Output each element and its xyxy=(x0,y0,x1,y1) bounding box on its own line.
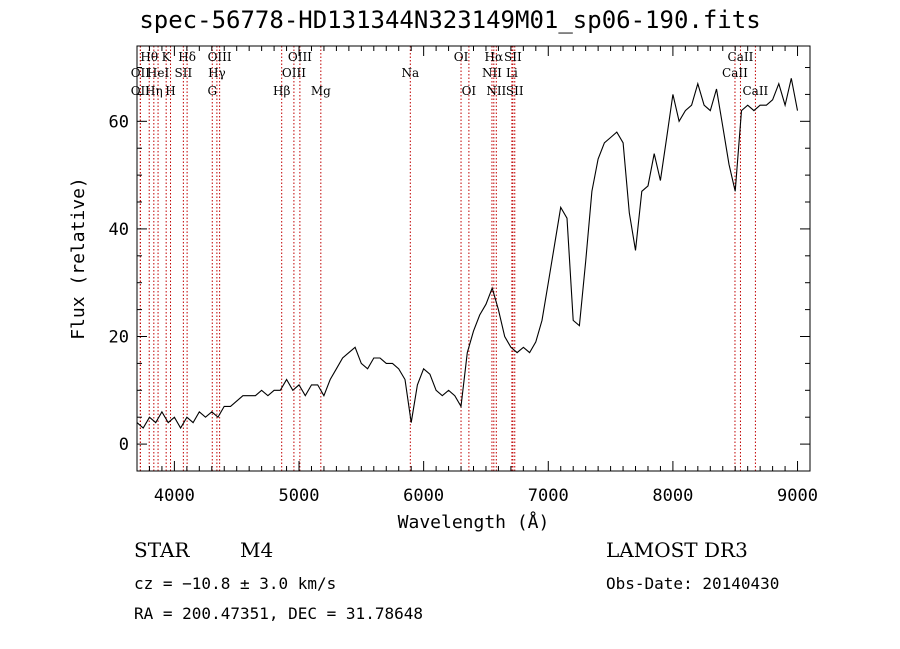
x-tick-label: 4000 xyxy=(154,486,195,506)
line-label: G xyxy=(207,84,217,98)
x-axis-label: Wavelength (Å) xyxy=(398,511,550,533)
coordinates: RA = 200.47351, DEC = 31.78648 xyxy=(134,604,423,623)
line-label: CaII xyxy=(728,50,754,64)
y-tick-label: 20 xyxy=(109,328,129,348)
line-labels: HθHηOIIOIIHeIKHSIIHδGHγOIIIHβOIIIOIIIMgN… xyxy=(131,50,769,98)
line-label: OII xyxy=(131,66,151,80)
line-label: CaII xyxy=(722,66,748,80)
line-label: Hα xyxy=(485,50,504,64)
line-label: OIII xyxy=(208,50,232,64)
line-label: Hη xyxy=(145,84,163,98)
line-label: K xyxy=(162,50,172,64)
y-tick-label: 40 xyxy=(109,220,129,240)
spectral-subclass: M4 xyxy=(240,538,274,562)
axes: 4000 5000 6000 7000 8000 9000 0 20 40 60 Wavelengt… xyxy=(68,46,818,533)
x-tick-label: 9000 xyxy=(777,486,818,506)
line-label: Hβ xyxy=(273,84,290,98)
x-tick-label: 5000 xyxy=(279,486,320,506)
y-tick-label: 0 xyxy=(119,435,129,455)
obs-date: Obs-Date: 20140430 xyxy=(606,574,780,593)
line-label: SII xyxy=(504,50,522,64)
series-line xyxy=(136,78,799,430)
line-label: Hγ xyxy=(208,66,226,80)
emission-line-markers xyxy=(139,46,756,471)
object-class: STAR xyxy=(134,538,190,562)
line-label: OIII xyxy=(282,66,306,80)
line-label: Hθ xyxy=(140,50,158,64)
x-tick-label: 6000 xyxy=(403,486,444,506)
line-label: Li xyxy=(506,66,518,80)
line-label: SII xyxy=(506,84,524,98)
x-tick-label: 8000 xyxy=(652,486,693,506)
line-label: CaII xyxy=(742,84,768,98)
line-label: Mg xyxy=(311,84,331,98)
line-label: HeI xyxy=(147,66,170,80)
redshift-info: cz = −10.8 ± 3.0 km/s xyxy=(134,574,337,593)
line-label: OIII xyxy=(288,50,312,64)
spectrum-series xyxy=(136,78,799,430)
line-label: NII xyxy=(486,84,506,98)
y-tick-label: 60 xyxy=(109,112,129,132)
line-label: OII xyxy=(131,84,151,98)
line-label: Hδ xyxy=(178,50,196,64)
survey-name: LAMOST DR3 xyxy=(606,538,748,562)
line-label: SII xyxy=(175,66,193,80)
line-label: OI xyxy=(462,84,477,98)
line-label: OI xyxy=(454,50,469,64)
chart-title: spec-56778-HD131344N323149M01_sp06-190.f… xyxy=(139,6,761,34)
y-axis-label: Flux (relative) xyxy=(68,177,89,340)
line-label: Na xyxy=(401,66,419,80)
x-tick-label: 7000 xyxy=(528,486,569,506)
line-label: NII xyxy=(482,66,502,80)
line-label: H xyxy=(165,84,175,98)
